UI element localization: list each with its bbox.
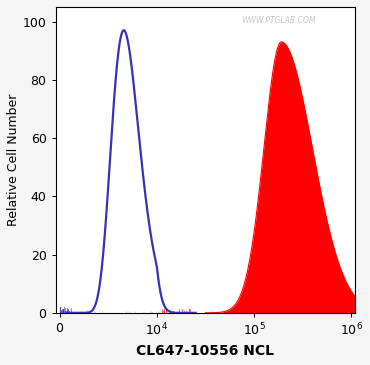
Text: WWW.PTGLAB.COM: WWW.PTGLAB.COM [241,16,316,25]
Y-axis label: Relative Cell Number: Relative Cell Number [7,94,20,226]
X-axis label: CL647-10556 NCL: CL647-10556 NCL [137,344,275,358]
